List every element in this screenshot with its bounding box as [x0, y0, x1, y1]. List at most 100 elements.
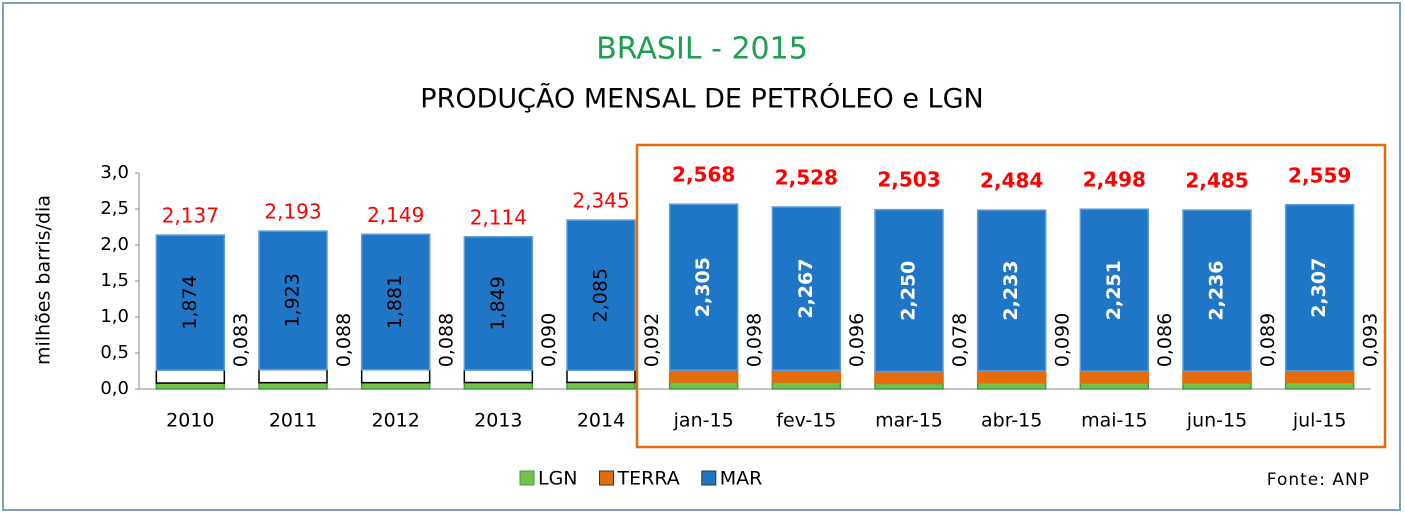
x-tick-label: mar-15 [875, 410, 943, 432]
x-tick-label: 2014 [577, 410, 625, 432]
source: Fonte: ANP [1267, 470, 1370, 490]
y-axis-label: milhões barris/dia [33, 195, 55, 365]
x-tick-label: fev-15 [776, 410, 836, 432]
bar-segment [668, 369, 739, 383]
data-label: 2,085 [590, 268, 612, 322]
bar-segment [566, 219, 636, 371]
data-label: 1,849 [487, 276, 509, 330]
bar-segment [258, 368, 328, 384]
data-label: 0,089 [1257, 313, 1279, 367]
legend-swatch [599, 470, 615, 486]
bar-segment [771, 381, 842, 390]
bar-segment [976, 381, 1047, 390]
legend-label: TERRA [617, 468, 680, 490]
bar-segment [155, 382, 226, 390]
data-label: 0,092 [641, 313, 663, 367]
bar-segment [155, 369, 226, 384]
x-tick-label: 2010 [166, 410, 214, 432]
y-tick-label: 0,0 [100, 378, 129, 399]
data-label: 2,236 [1206, 261, 1228, 321]
bar-segment [1182, 209, 1252, 372]
data-label: 0,093 [1360, 313, 1382, 367]
x-tick-label: jan-15 [673, 410, 734, 432]
data-label: 2,251 [1103, 260, 1125, 320]
total-label: 2,498 [1083, 168, 1146, 192]
legend-label: MAR [720, 468, 763, 490]
data-label: 0,078 [949, 313, 971, 367]
bar-segment [1284, 203, 1355, 372]
bar-segment [1079, 208, 1150, 372]
chart-title: BRASIL - 2015 [596, 32, 808, 67]
bar-segment [976, 209, 1047, 372]
data-label: 0,090 [538, 313, 560, 367]
data-label: 0,083 [230, 313, 252, 367]
total-label: 2,137 [162, 204, 219, 228]
bar-segment [1079, 382, 1150, 390]
bar-segment [463, 236, 534, 371]
legend-label: LGN [538, 468, 578, 490]
y-tick-label: 1,5 [100, 270, 129, 291]
data-label: 2,233 [1000, 260, 1022, 320]
bar-segment [360, 233, 431, 371]
data-label: 0,086 [1154, 313, 1176, 367]
bar-segment [976, 370, 1047, 384]
y-tick-label: 3,0 [100, 162, 129, 183]
total-label: 2,484 [980, 169, 1043, 193]
data-label: 2,250 [898, 261, 920, 321]
bar-segment [771, 206, 842, 371]
data-label: 0,096 [846, 313, 868, 367]
total-label: 2,193 [264, 200, 321, 224]
total-label: 2,528 [775, 165, 838, 189]
total-label: 2,149 [367, 203, 424, 227]
data-label: 0,088 [436, 313, 458, 367]
total-label: 2,559 [1288, 163, 1351, 187]
total-label: 2,114 [470, 205, 527, 229]
legend-swatch [519, 470, 535, 486]
bar-segment [360, 368, 431, 384]
x-tick-label: 2011 [269, 410, 317, 432]
data-label: 1,874 [179, 275, 201, 329]
bar-segment [258, 230, 328, 371]
x-tick-label: 2013 [474, 410, 522, 432]
bar-segment [566, 381, 636, 390]
x-tick-label: jun-15 [1186, 410, 1247, 432]
total-label: 2,485 [1185, 169, 1248, 193]
bar-segment [668, 381, 739, 390]
data-label: 2,305 [692, 257, 714, 317]
data-label: 0,088 [333, 313, 355, 367]
bar-segment [1182, 381, 1252, 390]
y-tick-label: 0,5 [100, 342, 129, 363]
bar-segment [258, 381, 328, 390]
total-label: 2,345 [572, 189, 629, 213]
bar-segment [668, 203, 739, 371]
x-tick-label: jul-15 [1292, 410, 1347, 432]
total-label: 2,503 [877, 167, 940, 191]
data-label: 1,881 [384, 275, 406, 329]
y-tick-label: 2,5 [100, 198, 129, 219]
data-label: 2,307 [1308, 258, 1330, 318]
bar-segment [463, 369, 534, 384]
x-tick-label: 2012 [371, 410, 419, 432]
bar-segment [360, 381, 431, 390]
bar-segment [874, 382, 944, 390]
bar-segment [874, 208, 944, 373]
data-label: 0,090 [1052, 313, 1074, 367]
total-label: 2,568 [672, 163, 735, 187]
bar-segment [874, 370, 944, 385]
bar-segment [463, 381, 534, 390]
bar-segment [1182, 370, 1252, 384]
bar-segment [155, 234, 226, 371]
x-tick-label: abr-15 [981, 410, 1042, 432]
data-label: 1,923 [282, 273, 304, 327]
bar-segment [1284, 370, 1355, 384]
highlight-box [635, 143, 1387, 449]
bar-segment [1284, 381, 1355, 390]
x-tick-label: mai-15 [1081, 410, 1147, 432]
data-label: 2,267 [795, 259, 817, 319]
bar-segment [771, 369, 842, 383]
y-tick-label: 2,0 [100, 234, 129, 255]
bar-segment [1079, 370, 1150, 384]
legend-swatch [701, 470, 717, 486]
data-label: 0,098 [744, 313, 766, 367]
